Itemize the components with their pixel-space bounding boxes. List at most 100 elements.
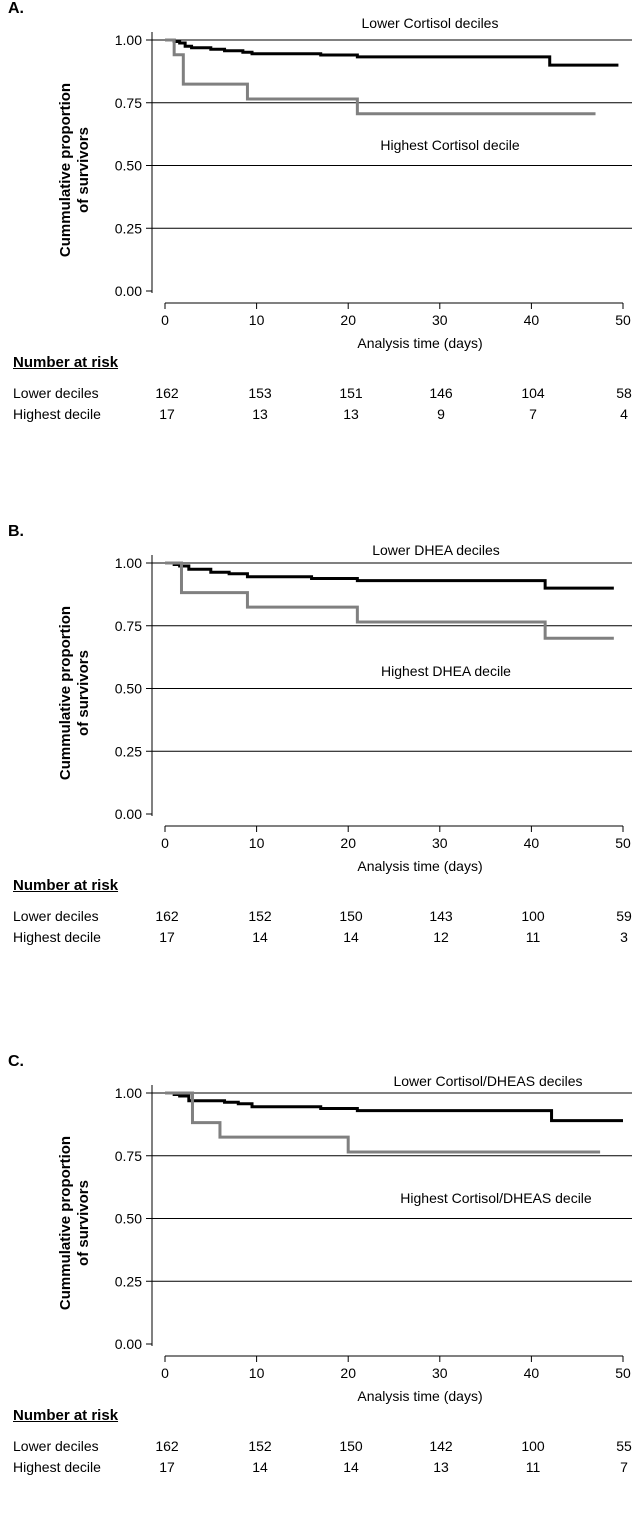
x-tick-label: 0 <box>161 312 169 328</box>
y-axis-label-line-2: of survivors <box>75 1180 92 1266</box>
risk-value: 14 <box>343 1459 359 1475</box>
risk-value: 13 <box>433 1459 449 1475</box>
risk-value: 13 <box>252 406 268 422</box>
chart-panel-1: A. 0.00 0.25 0.50 0.75 1.00 0 10 20 30 40 50 Analysi… <box>0 0 633 480</box>
risk-value: 162 <box>155 1438 178 1454</box>
x-tick-label: 40 <box>524 1365 540 1381</box>
x-tick-label: 50 <box>615 835 631 851</box>
risk-value: 150 <box>339 1438 362 1454</box>
x-tick-label: 40 <box>524 312 540 328</box>
x-axis-label: Analysis time (days) <box>357 858 482 874</box>
number-at-risk-title: Number at risk <box>13 1407 118 1424</box>
y-axis-label-line-1: Cummulative proportion <box>57 606 74 780</box>
risk-value: 17 <box>159 406 175 422</box>
risk-value: 142 <box>429 1438 452 1454</box>
risk-value: 7 <box>529 406 537 422</box>
risk-table-row: Lower deciles 162 152 150 142 100 55 <box>0 1438 633 1458</box>
risk-value: 162 <box>155 908 178 924</box>
risk-value: 143 <box>429 908 452 924</box>
x-tick-label: 10 <box>249 1365 265 1381</box>
risk-value: 14 <box>343 929 359 945</box>
plot-area: 0.00 0.25 0.50 0.75 1.00 0 10 20 30 40 50 Analysis … <box>0 1053 633 1413</box>
plot-area: 0.00 0.25 0.50 0.75 1.00 0 10 20 30 40 50 Analysis … <box>0 0 633 360</box>
y-axis-label-line-1: Cummulative proportion <box>57 1136 74 1310</box>
y-tick-label: 0.00 <box>115 806 142 822</box>
y-tick-label: 0.75 <box>115 95 142 111</box>
y-tick-label: 0.50 <box>115 1211 142 1227</box>
x-tick-label: 20 <box>340 312 356 328</box>
y-axis-label-line-2: of survivors <box>75 650 92 736</box>
y-tick-label: 1.00 <box>115 555 142 571</box>
risk-table-row: Highest decile 17 14 14 12 11 3 <box>0 929 633 949</box>
number-at-risk-title: Number at risk <box>13 877 118 894</box>
risk-value: 58 <box>616 385 632 401</box>
risk-table-row: Highest decile 17 14 14 13 11 7 <box>0 1459 633 1479</box>
risk-value: 14 <box>252 929 268 945</box>
risk-row-label: Highest decile <box>13 406 101 422</box>
x-tick-label: 0 <box>161 1365 169 1381</box>
y-axis-label-line-1: Cummulative proportion <box>57 83 74 257</box>
risk-value: 4 <box>620 406 628 422</box>
risk-value: 152 <box>248 1438 271 1454</box>
risk-value: 100 <box>521 908 544 924</box>
y-tick-label: 0.00 <box>115 283 142 299</box>
x-tick-label: 10 <box>249 312 265 328</box>
risk-value: 13 <box>343 406 359 422</box>
y-tick-label: 0.50 <box>115 158 142 174</box>
risk-value: 146 <box>429 385 452 401</box>
y-axis-label: Cummulative proportionof survivors <box>57 1136 92 1310</box>
x-tick-label: 20 <box>340 1365 356 1381</box>
x-tick-label: 50 <box>615 312 631 328</box>
risk-table-row: Lower deciles 162 153 151 146 104 58 <box>0 385 633 405</box>
x-axis-label: Analysis time (days) <box>357 1388 482 1404</box>
x-tick-label: 30 <box>432 1365 448 1381</box>
risk-value: 153 <box>248 385 271 401</box>
x-tick-label: 40 <box>524 835 540 851</box>
series-label-highest-decile: Highest DHEA decile <box>381 663 511 679</box>
series-label-highest-decile: Highest Cortisol/DHEAS decile <box>400 1190 592 1206</box>
risk-value: 150 <box>339 908 362 924</box>
y-tick-label: 0.25 <box>115 743 142 759</box>
y-tick-label: 0.50 <box>115 681 142 697</box>
y-tick-label: 0.25 <box>115 220 142 236</box>
x-axis-label: Analysis time (days) <box>357 335 482 351</box>
series-label-lower-deciles: Lower Cortisol deciles <box>362 15 499 31</box>
risk-value: 9 <box>437 406 445 422</box>
risk-row-label: Lower deciles <box>13 385 99 401</box>
survival-curve-lower-deciles <box>165 40 618 65</box>
y-tick-label: 1.00 <box>115 32 142 48</box>
series-label-lower-deciles: Lower DHEA deciles <box>372 542 500 558</box>
x-tick-label: 30 <box>432 835 448 851</box>
series-label-lower-deciles: Lower Cortisol/DHEAS deciles <box>393 1073 582 1089</box>
y-tick-label: 0.00 <box>115 1336 142 1352</box>
risk-value: 11 <box>526 929 541 945</box>
risk-value: 17 <box>159 929 175 945</box>
series-label-highest-decile: Highest Cortisol decile <box>380 137 519 153</box>
chart-panel-2: B. 0.00 0.25 0.50 0.75 1.00 0 10 20 30 40 50 Analysi… <box>0 523 633 1003</box>
risk-row-label: Highest decile <box>13 1459 101 1475</box>
y-tick-label: 0.75 <box>115 1148 142 1164</box>
x-tick-label: 20 <box>340 835 356 851</box>
survival-curve-lower-deciles <box>165 1093 623 1121</box>
risk-value: 12 <box>433 929 449 945</box>
x-tick-label: 30 <box>432 312 448 328</box>
risk-value: 100 <box>521 1438 544 1454</box>
risk-value: 7 <box>620 1459 628 1475</box>
x-tick-label: 50 <box>615 1365 631 1381</box>
risk-value: 55 <box>616 1438 632 1454</box>
risk-table-row: Lower deciles 162 152 150 143 100 59 <box>0 908 633 928</box>
risk-table-row: Highest decile 17 13 13 9 7 4 <box>0 406 633 426</box>
y-axis-label: Cummulative proportionof survivors <box>57 83 92 257</box>
chart-panel-3: C. 0.00 0.25 0.50 0.75 1.00 0 10 20 30 40 50 Analysi… <box>0 1053 633 1533</box>
y-tick-label: 0.25 <box>115 1273 142 1289</box>
y-axis-label: Cummulative proportionof survivors <box>57 606 92 780</box>
y-tick-label: 0.75 <box>115 618 142 634</box>
y-tick-label: 1.00 <box>115 1085 142 1101</box>
risk-value: 11 <box>526 1459 541 1475</box>
risk-row-label: Highest decile <box>13 929 101 945</box>
survival-curve-lower-deciles <box>165 563 614 588</box>
plot-area: 0.00 0.25 0.50 0.75 1.00 0 10 20 30 40 50 Analysis … <box>0 523 633 883</box>
risk-row-label: Lower deciles <box>13 908 99 924</box>
risk-value: 3 <box>620 929 628 945</box>
risk-value: 152 <box>248 908 271 924</box>
